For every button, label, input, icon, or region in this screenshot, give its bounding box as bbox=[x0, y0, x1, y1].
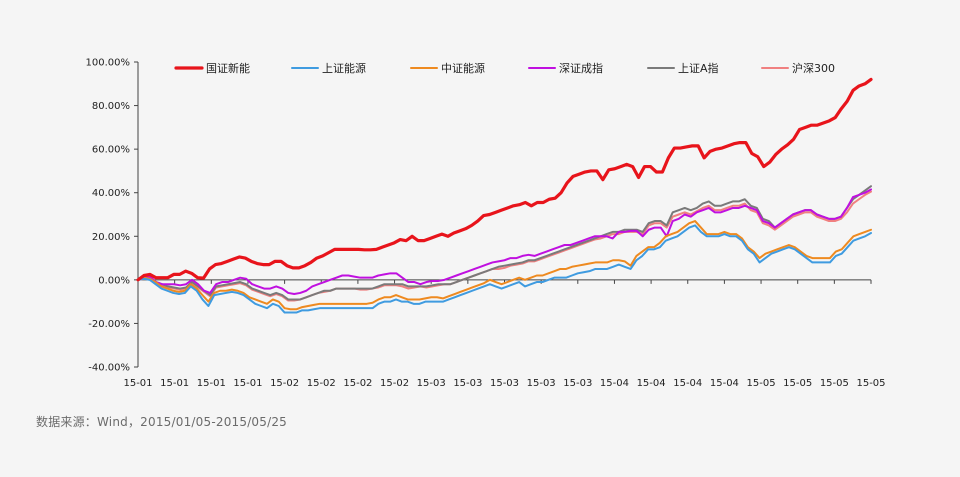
x-tick-label: 15-04 bbox=[637, 378, 666, 389]
x-tick-label: 15-05 bbox=[856, 378, 885, 389]
legend: 国证新能 上证能源 中证能源 深证成指 上证A指 沪深300 bbox=[174, 61, 835, 75]
y-axis: -40.00% -20.00% 0.00% 20.00% 40.00% 60.00% 80.… bbox=[86, 58, 139, 374]
y-tick-label: 40.00% bbox=[92, 188, 130, 199]
x-tick-label: 15-02 bbox=[343, 378, 372, 389]
y-tick-label: -40.00% bbox=[88, 363, 130, 374]
y-tick-label: 0.00% bbox=[98, 275, 130, 286]
series-line-4 bbox=[137, 185, 872, 301]
x-tick-label: 15-04 bbox=[710, 378, 739, 389]
x-tick-label: 15-02 bbox=[270, 378, 299, 389]
y-tick-label: 60.00% bbox=[92, 145, 130, 156]
x-axis: 15-01 15-01 15-01 15-01 15-02 15-02 15-02 15-02… bbox=[123, 279, 886, 389]
x-tick-label: 15-03 bbox=[417, 378, 446, 389]
legend-label: 深证成指 bbox=[559, 61, 603, 75]
series-line-3 bbox=[137, 188, 872, 296]
legend-label: 上证能源 bbox=[322, 61, 366, 75]
legend-label: 国证新能 bbox=[206, 61, 250, 75]
y-tick-label: -20.00% bbox=[88, 319, 130, 330]
x-tick-label: 15-04 bbox=[600, 378, 629, 389]
x-tick-label: 15-01 bbox=[233, 378, 262, 389]
x-tick-label: 15-03 bbox=[527, 378, 556, 389]
legend-label: 上证A指 bbox=[678, 61, 719, 75]
x-tick-label: 15-03 bbox=[453, 378, 482, 389]
x-tick-label: 15-01 bbox=[123, 378, 152, 389]
y-tick-label: 100.00% bbox=[86, 58, 131, 69]
legend-label: 沪深300 bbox=[792, 61, 835, 75]
y-tick-label: 20.00% bbox=[92, 232, 130, 243]
x-tick-label: 15-02 bbox=[380, 378, 409, 389]
source-note: 数据来源：Wind，2015/01/05-2015/05/25 bbox=[36, 415, 288, 429]
legend-label: 中证能源 bbox=[441, 61, 485, 75]
series-line-2 bbox=[137, 220, 872, 311]
x-tick-label: 15-05 bbox=[747, 378, 776, 389]
x-tick-label: 15-04 bbox=[673, 378, 702, 389]
x-tick-label: 15-01 bbox=[197, 378, 226, 389]
x-tick-label: 15-02 bbox=[307, 378, 336, 389]
x-tick-label: 15-05 bbox=[783, 378, 812, 389]
x-tick-label: 15-03 bbox=[563, 378, 592, 389]
series-line-1 bbox=[137, 224, 872, 314]
series-group bbox=[136, 77, 873, 314]
series-line-0 bbox=[136, 77, 873, 282]
y-tick-label: 80.00% bbox=[92, 101, 130, 112]
x-tick-label: 15-03 bbox=[490, 378, 519, 389]
x-tick-label: 15-01 bbox=[160, 378, 189, 389]
x-tick-label: 15-05 bbox=[820, 378, 849, 389]
